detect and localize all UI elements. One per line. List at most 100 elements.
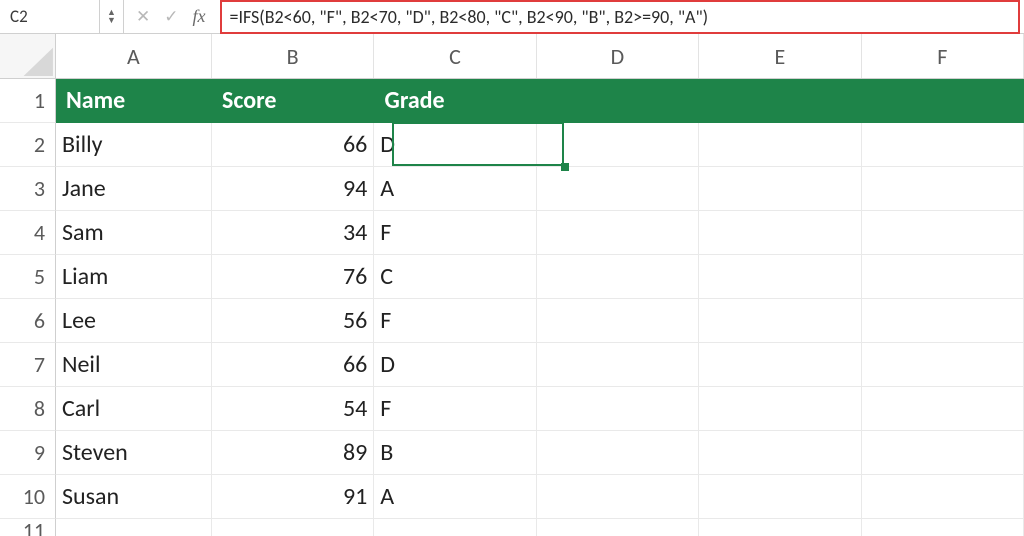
- cell-A7[interactable]: Neil: [56, 343, 212, 387]
- cell-D7[interactable]: [537, 343, 699, 387]
- table-row: Billy66D: [56, 123, 1024, 167]
- cell-F1[interactable]: [862, 79, 1024, 123]
- cell-A11[interactable]: [56, 519, 212, 536]
- cell-D6[interactable]: [537, 299, 699, 343]
- cell-E6[interactable]: [699, 299, 861, 343]
- row-header-4[interactable]: 4: [0, 211, 56, 255]
- cell-B1[interactable]: Score: [212, 79, 375, 123]
- fx-icon[interactable]: fx: [193, 6, 206, 27]
- row-header-10[interactable]: 10: [0, 475, 56, 519]
- cell-D8[interactable]: [537, 387, 699, 431]
- row-header-8[interactable]: 8: [0, 387, 56, 431]
- cell-C10[interactable]: A: [374, 475, 536, 519]
- cell-F11[interactable]: [862, 519, 1024, 536]
- row-header-9[interactable]: 9: [0, 431, 56, 475]
- cell-C5[interactable]: C: [374, 255, 536, 299]
- cell-C1[interactable]: Grade: [375, 79, 538, 123]
- cell-F8[interactable]: [862, 387, 1024, 431]
- column-header-F[interactable]: F: [862, 34, 1024, 78]
- cell-D2[interactable]: [537, 123, 699, 167]
- cell-A1[interactable]: Name: [56, 79, 212, 123]
- cell-F3[interactable]: [862, 167, 1024, 211]
- cell-F5[interactable]: [862, 255, 1024, 299]
- cell-E5[interactable]: [699, 255, 861, 299]
- row-header-6[interactable]: 6: [0, 299, 56, 343]
- cell-B2[interactable]: 66: [212, 123, 374, 167]
- cell-B9[interactable]: 89: [212, 431, 374, 475]
- column-header-A[interactable]: A: [56, 34, 212, 78]
- cell-A9[interactable]: Steven: [56, 431, 212, 475]
- cell-A6[interactable]: Lee: [56, 299, 212, 343]
- cell-D11[interactable]: [537, 519, 699, 536]
- cell-D3[interactable]: [537, 167, 699, 211]
- cell-C2[interactable]: D: [374, 123, 536, 167]
- row-header-5[interactable]: 5: [0, 255, 56, 299]
- cell-A10[interactable]: Susan: [56, 475, 212, 519]
- cell-F7[interactable]: [862, 343, 1024, 387]
- row-header-2[interactable]: 2: [0, 123, 56, 167]
- cell-E2[interactable]: [699, 123, 861, 167]
- cell-C6[interactable]: F: [374, 299, 536, 343]
- cell-F4[interactable]: [862, 211, 1024, 255]
- cell-C9[interactable]: B: [374, 431, 536, 475]
- column-header-B[interactable]: B: [212, 34, 374, 78]
- cell-E3[interactable]: [699, 167, 861, 211]
- name-box[interactable]: C2: [0, 0, 100, 34]
- cancel-icon[interactable]: ✕: [136, 6, 150, 27]
- row-header-1[interactable]: 1: [0, 79, 56, 123]
- cell-B4[interactable]: 34: [212, 211, 374, 255]
- cell-E1[interactable]: [699, 79, 861, 123]
- cell-B7[interactable]: 66: [212, 343, 374, 387]
- formula-controls: ✕ ✓ fx: [124, 0, 218, 34]
- formula-input[interactable]: =IFS(B2<60, "F", B2<70, "D", B2<80, "C",…: [230, 6, 709, 28]
- cell-E4[interactable]: [699, 211, 861, 255]
- cell-F6[interactable]: [862, 299, 1024, 343]
- cell-F2[interactable]: [862, 123, 1024, 167]
- row-header-3[interactable]: 3: [0, 167, 56, 211]
- formula-bar: C2 ▲ ▼ ✕ ✓ fx =IFS(B2<60, "F", B2<70, "D…: [0, 0, 1024, 34]
- cell-D4[interactable]: [537, 211, 699, 255]
- cell-E8[interactable]: [699, 387, 861, 431]
- cell-D1[interactable]: [537, 79, 699, 123]
- row-headers: 1234567891011: [0, 79, 56, 536]
- cell-B10[interactable]: 91: [212, 475, 374, 519]
- cell-A8[interactable]: Carl: [56, 387, 212, 431]
- cell-E11[interactable]: [699, 519, 861, 536]
- spinner-down-icon[interactable]: ▼: [107, 17, 116, 25]
- formula-input-highlight: =IFS(B2<60, "F", B2<70, "D", B2<80, "C",…: [220, 0, 1021, 34]
- cell-A5[interactable]: Liam: [56, 255, 212, 299]
- cell-B5[interactable]: 76: [212, 255, 374, 299]
- cell-B11[interactable]: [212, 519, 374, 536]
- cell-A4[interactable]: Sam: [56, 211, 212, 255]
- cell-A2[interactable]: Billy: [56, 123, 212, 167]
- cell-D5[interactable]: [537, 255, 699, 299]
- cell-E7[interactable]: [699, 343, 861, 387]
- select-all-corner[interactable]: [0, 34, 56, 79]
- cell-C11[interactable]: [374, 519, 536, 536]
- cell-D9[interactable]: [537, 431, 699, 475]
- cell-A3[interactable]: Jane: [56, 167, 212, 211]
- confirm-icon[interactable]: ✓: [164, 6, 178, 27]
- cell-C3[interactable]: A: [374, 167, 536, 211]
- cell-E10[interactable]: [699, 475, 861, 519]
- cell-B3[interactable]: 94: [212, 167, 374, 211]
- table-row: Liam76C: [56, 255, 1024, 299]
- name-box-spinner[interactable]: ▲ ▼: [100, 0, 124, 34]
- cell-F9[interactable]: [862, 431, 1024, 475]
- cell-B6[interactable]: 56: [212, 299, 374, 343]
- cell-F10[interactable]: [862, 475, 1024, 519]
- row-header-7[interactable]: 7: [0, 343, 56, 387]
- column-header-D[interactable]: D: [537, 34, 699, 78]
- cell-C8[interactable]: F: [374, 387, 536, 431]
- table-row: Steven89B: [56, 431, 1024, 475]
- cell-C4[interactable]: F: [374, 211, 536, 255]
- cell-B8[interactable]: 54: [212, 387, 374, 431]
- column-header-C[interactable]: C: [374, 34, 536, 78]
- cell-C7[interactable]: D: [374, 343, 536, 387]
- grid[interactable]: NameScoreGradeBilly66DJane94ASam34FLiam7…: [56, 79, 1024, 536]
- cell-E9[interactable]: [699, 431, 861, 475]
- column-header-E[interactable]: E: [699, 34, 861, 78]
- row-header-11[interactable]: 11: [0, 519, 56, 536]
- table-row: Carl54F: [56, 387, 1024, 431]
- cell-D10[interactable]: [537, 475, 699, 519]
